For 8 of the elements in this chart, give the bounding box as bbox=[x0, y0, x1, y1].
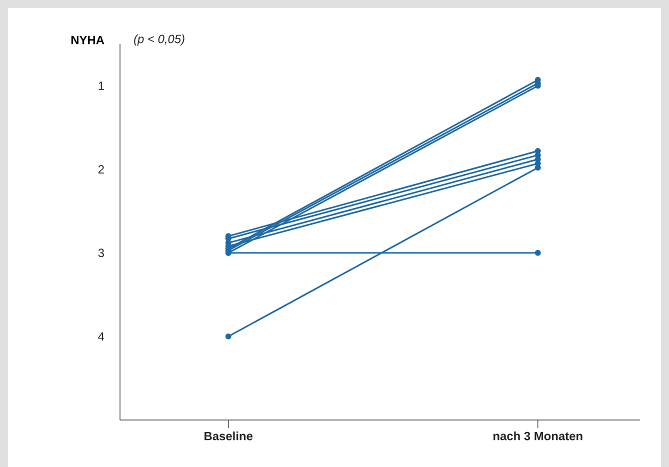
y-tick-label: 4 bbox=[98, 332, 104, 341]
y-axis-title: NYHA bbox=[71, 36, 104, 44]
y-tick-label: 2 bbox=[98, 165, 104, 174]
annotation: (p < 0,05) bbox=[134, 34, 184, 46]
x-tick-label: nach 3 Monaten bbox=[493, 432, 582, 440]
x-tick-label: Baseline bbox=[204, 432, 253, 440]
y-tick-label: 1 bbox=[98, 82, 104, 90]
y-tick-label: 3 bbox=[98, 248, 104, 258]
